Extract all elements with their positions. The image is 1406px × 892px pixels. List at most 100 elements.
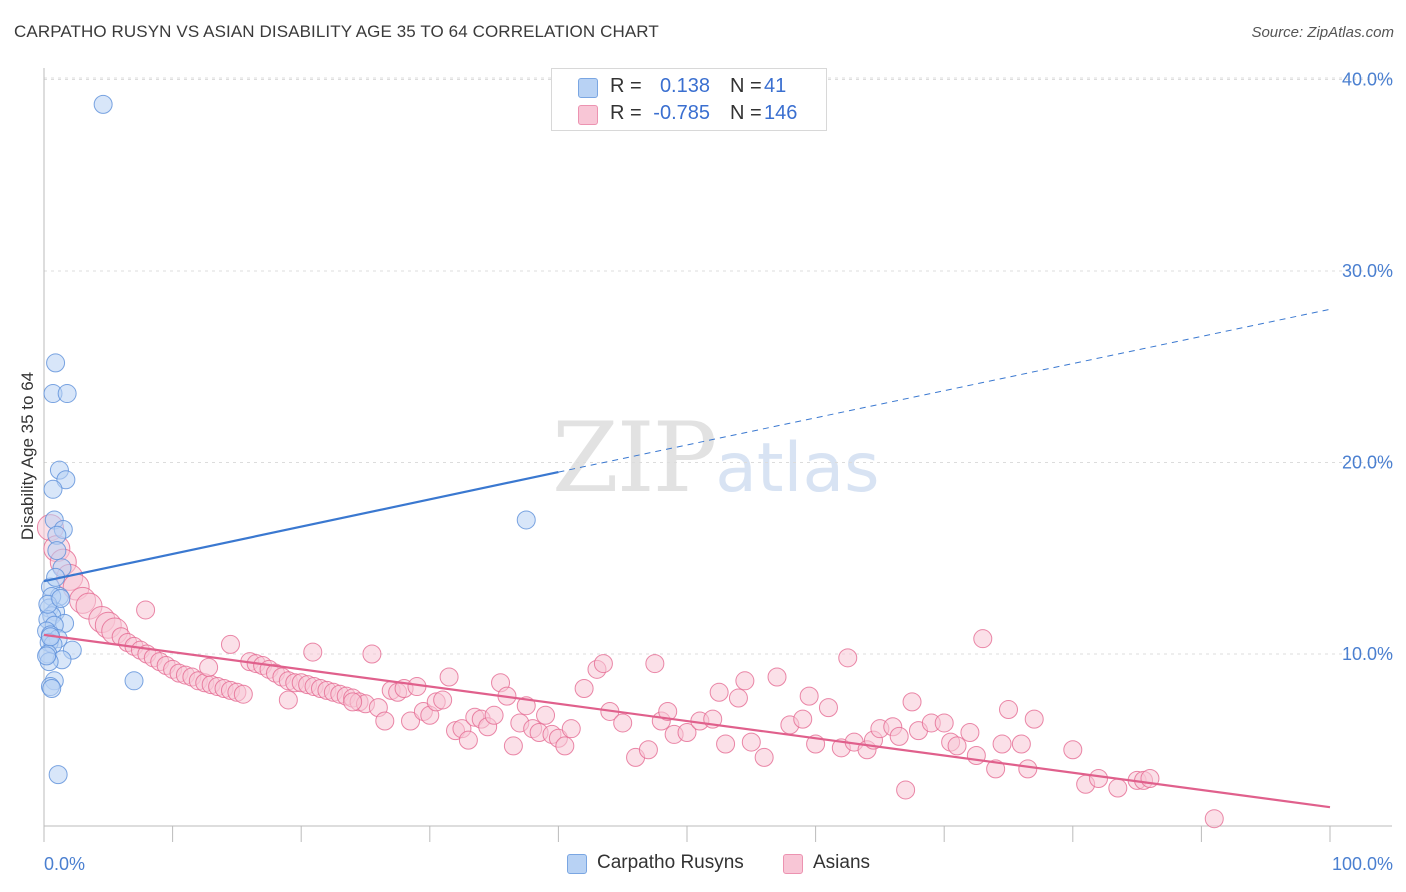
point-asians: [561, 719, 581, 739]
correlation-legend: R = 0.138 N = 41 R = -0.785 N = 146: [551, 68, 827, 131]
watermark-atlas: atlas: [715, 429, 880, 508]
point-carpatho-rusyns: [43, 479, 63, 499]
point-asians: [574, 678, 594, 698]
point-carpatho-rusyns: [57, 384, 77, 404]
point-asians: [593, 654, 613, 674]
point-asians: [375, 711, 395, 731]
chart-title: CARPATHO RUSYN VS ASIAN DISABILITY AGE 3…: [14, 22, 659, 41]
point-asians: [278, 690, 298, 710]
point-asians: [233, 684, 253, 704]
point-asians: [735, 671, 755, 691]
point-asians: [754, 747, 774, 767]
trendline-carpatho-rusyns: [43, 470, 559, 583]
point-carpatho-rusyns: [47, 541, 67, 561]
legend-swatch-carpatho-rusyns: [578, 78, 598, 98]
point-asians: [793, 709, 813, 729]
legend-r-label: R =: [610, 75, 642, 97]
point-asians: [536, 705, 556, 725]
legend-row-asians: R = -0.785 N = 146: [552, 101, 826, 127]
point-asians: [799, 686, 819, 706]
point-asians: [1063, 740, 1083, 760]
point-asians: [1011, 734, 1031, 754]
point-asians: [645, 654, 665, 674]
point-asians: [728, 688, 748, 708]
point-asians: [136, 600, 156, 620]
point-asians: [741, 732, 761, 752]
point-carpatho-rusyns: [124, 671, 144, 691]
point-asians: [303, 642, 323, 662]
legend-label-asians: Asians: [813, 852, 871, 873]
legend-label-carpatho-rusyns: Carpatho Rusyns: [597, 852, 744, 873]
y-axis-label: Disability Age 35 to 64: [18, 372, 37, 540]
point-asians: [1108, 778, 1128, 798]
y-tick-label: 10.0%: [1342, 644, 1393, 664]
point-asians: [343, 692, 363, 712]
point-asians: [838, 648, 858, 668]
point-asians: [1018, 759, 1038, 779]
point-asians: [934, 713, 954, 733]
legend-swatch-asians: [783, 854, 803, 874]
point-asians: [516, 696, 536, 716]
y-tick-label: 40.0%: [1342, 70, 1393, 90]
point-asians: [966, 745, 986, 765]
point-carpatho-rusyns: [48, 765, 68, 785]
legend-row-carpatho-rusyns: R = 0.138 N = 41: [552, 74, 826, 100]
point-asians: [960, 723, 980, 743]
point-asians: [638, 740, 658, 760]
x-tick-label: 0.0%: [44, 854, 85, 874]
point-asians: [992, 734, 1012, 754]
legend-n-label: N =: [730, 75, 762, 97]
y-tick-label: 30.0%: [1342, 261, 1393, 281]
source-label: Source: ZipAtlas.com: [1251, 24, 1394, 41]
point-asians: [199, 657, 219, 677]
point-carpatho-rusyns: [37, 646, 57, 666]
legend-n-value: 146: [764, 102, 798, 124]
point-asians: [1089, 768, 1109, 788]
x-tick-label: 100.0%: [1332, 854, 1393, 874]
point-asians: [613, 713, 633, 733]
point-asians: [484, 705, 504, 725]
point-asians: [716, 734, 736, 754]
point-asians: [767, 667, 787, 687]
legend-n-label: N =: [730, 102, 762, 124]
legend-swatch-asians: [578, 105, 598, 125]
trendline-asians: [43, 633, 1331, 809]
y-tick-label: 20.0%: [1342, 453, 1393, 473]
watermark-zip: ZIP: [552, 402, 717, 514]
point-asians: [947, 736, 967, 756]
point-asians: [433, 690, 453, 710]
point-asians: [818, 698, 838, 718]
point-asians: [658, 701, 678, 721]
legend-n-value: 41: [764, 75, 787, 97]
point-asians: [458, 730, 478, 750]
point-asians: [999, 700, 1018, 720]
point-carpatho-rusyns: [46, 353, 66, 373]
point-asians: [973, 629, 993, 649]
point-asians: [220, 634, 240, 654]
point-asians: [986, 759, 1006, 779]
point-asians: [1204, 809, 1224, 829]
legend-swatch-carpatho-rusyns: [567, 854, 587, 874]
point-carpatho-rusyns: [93, 94, 113, 114]
point-carpatho-rusyns: [56, 470, 76, 490]
point-asians: [555, 736, 575, 756]
point-asians: [401, 711, 421, 731]
point-carpatho-rusyns: [42, 678, 62, 698]
point-asians: [503, 736, 523, 756]
series-legend: Carpatho Rusyns Asians: [0, 852, 1406, 878]
point-asians: [896, 780, 916, 800]
watermark: ZIPatlas: [552, 402, 880, 514]
point-asians: [677, 723, 697, 743]
legend-r-label: R =: [610, 102, 642, 124]
legend-r-value: -0.785: [653, 102, 710, 124]
point-asians: [362, 644, 382, 664]
trendline-carpatho-rusyns-extension: [558, 308, 1331, 473]
point-asians: [889, 726, 909, 746]
point-asians: [902, 692, 922, 712]
point-asians: [439, 667, 459, 687]
point-carpatho-rusyns: [516, 510, 536, 530]
point-asians: [1024, 709, 1044, 729]
point-asians: [709, 682, 729, 702]
point-carpatho-rusyns: [51, 588, 71, 608]
